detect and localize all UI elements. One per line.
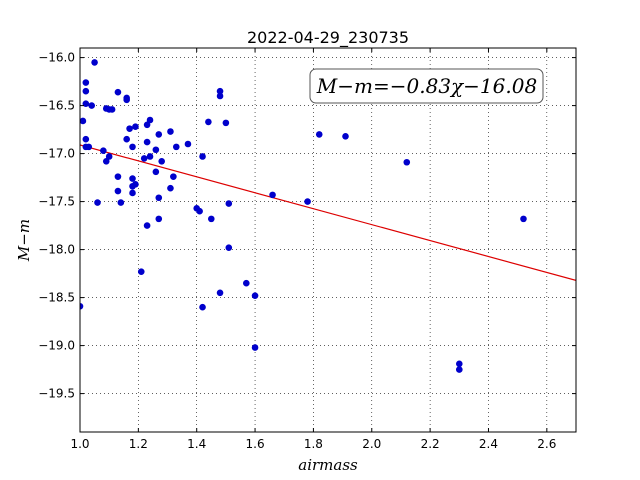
- data-point: [80, 302, 84, 310]
- data-point: [82, 135, 90, 143]
- data-point: [207, 215, 215, 223]
- data-point: [216, 87, 224, 95]
- data-point: [455, 360, 463, 368]
- data-point: [167, 184, 174, 192]
- annotation-box: [309, 68, 544, 104]
- x-axis-label: airmass: [298, 456, 358, 474]
- x-tick-label: 1.2: [129, 437, 148, 451]
- data-point: [216, 289, 224, 297]
- data-point: [146, 153, 154, 160]
- data-point: [315, 131, 323, 138]
- data-point: [132, 181, 139, 188]
- data-points: [80, 59, 527, 373]
- data-point: [129, 175, 136, 182]
- data-point: [269, 191, 276, 199]
- y-tick-label: −17.5: [38, 195, 75, 209]
- y-tick-label: −18.5: [38, 291, 75, 305]
- data-point: [205, 118, 212, 126]
- data-point: [225, 244, 233, 251]
- data-point: [158, 157, 165, 165]
- data-point: [82, 79, 90, 86]
- fit-line: [80, 144, 576, 281]
- data-point: [167, 128, 174, 135]
- data-point: [455, 366, 463, 373]
- data-point: [152, 168, 160, 176]
- data-point: [85, 143, 93, 151]
- data-point: [143, 138, 151, 146]
- data-point: [105, 153, 113, 160]
- y-tick-label: −16.0: [38, 51, 75, 65]
- data-point: [123, 135, 130, 143]
- plot-area-frame: [79, 47, 577, 433]
- y-tick-label: −16.5: [38, 99, 75, 113]
- x-tick-label: 2.2: [421, 437, 440, 451]
- data-point: [199, 153, 206, 160]
- data-point: [222, 119, 230, 127]
- data-point: [88, 102, 95, 109]
- data-point: [155, 194, 163, 202]
- data-point: [91, 59, 98, 66]
- data-point: [143, 121, 151, 129]
- y-tick-label: −19.5: [38, 387, 75, 401]
- data-point: [251, 292, 259, 299]
- data-point: [172, 143, 180, 151]
- data-point: [129, 143, 136, 151]
- data-point: [403, 158, 411, 166]
- data-point: [117, 199, 125, 206]
- x-tick-label: 2.4: [479, 437, 498, 451]
- data-point: [170, 173, 177, 180]
- data-point: [155, 215, 163, 223]
- data-point: [114, 187, 122, 195]
- fit-line-layer: [80, 144, 576, 281]
- equation-annotation: M−m=−0.83χ−16.08: [309, 68, 544, 104]
- grid: [79, 48, 576, 432]
- data-point: [80, 117, 87, 125]
- x-tick-label: 2.0: [362, 437, 381, 451]
- data-point: [94, 199, 101, 206]
- data-point: [199, 303, 206, 311]
- x-tick-labels: 1.0 1.2 1.4 1.6 1.8 2.0 2.2 2.4 2.6: [70, 437, 556, 451]
- data-point: [251, 344, 259, 351]
- chart-title: 2022-04-29_230735: [247, 28, 409, 48]
- data-point: [243, 279, 250, 287]
- data-point: [196, 207, 203, 215]
- data-point: [342, 133, 349, 140]
- y-tick-label: −18.0: [38, 243, 75, 257]
- x-tick-label: 1.6: [246, 437, 265, 451]
- data-point: [82, 87, 90, 95]
- data-point: [140, 155, 148, 162]
- data-point: [100, 147, 107, 155]
- data-point: [155, 131, 163, 138]
- axis-ticks: [79, 48, 576, 432]
- y-axis-label: M−m: [15, 219, 33, 262]
- data-point: [132, 123, 139, 131]
- data-point: [114, 173, 122, 180]
- x-tick-label: 1.4: [187, 437, 206, 451]
- x-tick-label: 1.8: [304, 437, 323, 451]
- x-tick-label: 1.0: [70, 437, 89, 451]
- data-point: [304, 198, 311, 205]
- y-tick-labels: −16.0 −16.5 −17.0 −17.5 −18.0 −18.5 −19.0 −19.5: [38, 51, 75, 401]
- data-point: [143, 222, 151, 229]
- data-point: [123, 96, 130, 104]
- data-point: [216, 92, 224, 100]
- data-point: [520, 215, 527, 223]
- data-point: [152, 146, 160, 154]
- x-tick-label: 2.6: [537, 437, 556, 451]
- data-point: [108, 106, 116, 113]
- data-point: [82, 100, 90, 107]
- y-tick-label: −19.0: [38, 339, 75, 353]
- data-point: [137, 268, 145, 275]
- data-point: [102, 157, 110, 165]
- data-point: [184, 140, 192, 148]
- data-point: [225, 200, 233, 207]
- annotation-text: M−m=−0.83χ−16.08: [316, 74, 537, 98]
- data-point: [126, 125, 133, 132]
- y-tick-label: −17.0: [38, 147, 75, 161]
- data-point: [146, 116, 154, 124]
- data-point: [114, 88, 122, 96]
- data-point: [129, 189, 136, 197]
